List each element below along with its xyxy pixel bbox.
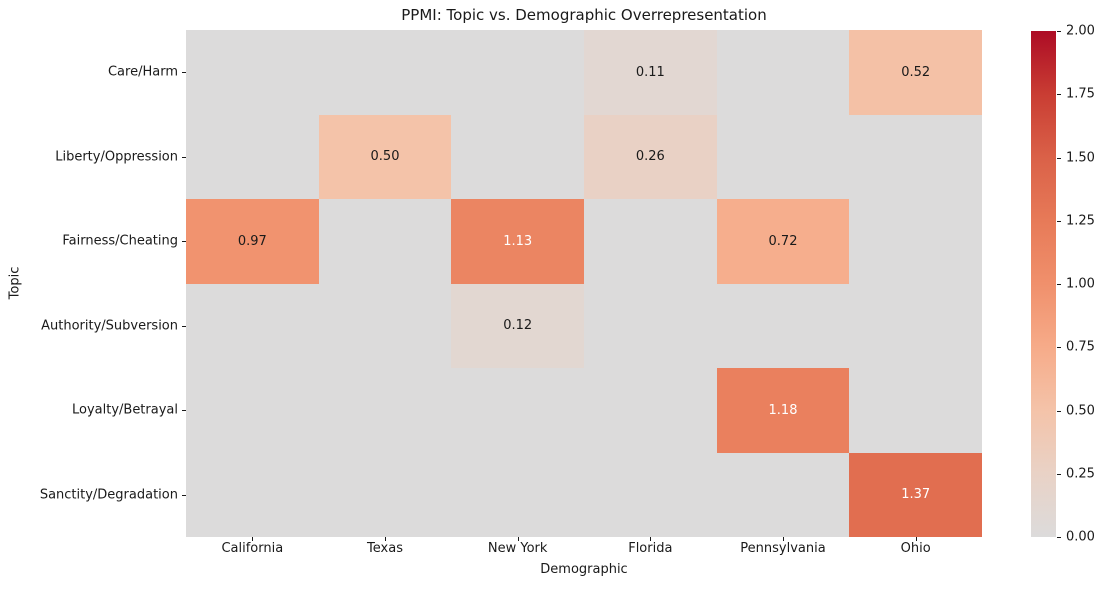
heatmap-cell — [318, 283, 452, 368]
x-tick-mark — [783, 537, 784, 541]
x-tick-mark — [650, 537, 652, 541]
heatmap-cell — [849, 114, 982, 199]
heatmap-cell: 0.72 — [716, 199, 850, 284]
column-tick-label: Florida — [628, 541, 673, 556]
y-tick-mark — [182, 156, 186, 158]
row-tick-label: Care/Harm — [107, 64, 178, 80]
column-tick-label: Ohio — [900, 541, 931, 556]
heatmap-cell — [186, 368, 319, 453]
colorbar-tick-label: 0.50 — [1066, 403, 1095, 418]
y-tick-mark — [182, 325, 186, 327]
colorbar-tick-mark — [1057, 347, 1061, 349]
heatmap-cell: 0.11 — [584, 30, 717, 115]
column-tick-label: California — [221, 541, 284, 556]
x-tick-mark — [252, 537, 254, 541]
heatmap-cell — [186, 452, 319, 537]
x-tick-mark — [385, 537, 386, 541]
colorbar-tick-label: 1.25 — [1066, 213, 1095, 229]
heatmap-cell — [451, 368, 584, 453]
colorbar-tick-mark — [1057, 284, 1061, 285]
heatmap-cell — [318, 368, 452, 453]
heatmap-cell — [584, 199, 717, 284]
colorbar-tick-mark — [1057, 220, 1061, 222]
heatmap-cell: 0.26 — [584, 114, 717, 199]
heatmap-cell — [584, 283, 717, 368]
heatmap-grid: 0.11 0.52 0.50 0.26 0.97 1.13 0.72 0.12 1.18 1.37 — [186, 30, 982, 537]
heatmap-cell — [716, 452, 850, 537]
heatmap-cell — [318, 199, 452, 284]
colorbar-tick-mark — [1057, 410, 1061, 412]
heatmap-cell: 0.50 — [318, 114, 452, 199]
heatmap-cell: 1.13 — [451, 199, 584, 284]
x-tick-mark — [915, 537, 917, 541]
heatmap-cell — [451, 452, 584, 537]
colorbar-tick-label: 0.75 — [1066, 339, 1095, 355]
colorbar-tick-label: 0.25 — [1066, 466, 1095, 482]
heatmap-cell: 0.52 — [849, 30, 982, 115]
heatmap-cell — [318, 452, 452, 537]
colorbar-tick-label: 2.00 — [1066, 23, 1095, 39]
colorbar-tick-label: 1.50 — [1066, 150, 1095, 165]
colorbar-tick-label: 0.00 — [1066, 529, 1095, 545]
row-tick-label: Sanctity/Degradation — [39, 487, 178, 503]
chart-title: PPMI: Topic vs. Demographic Overrepresen… — [401, 6, 767, 24]
heatmap-cell: 1.37 — [849, 452, 982, 537]
colorbar-tick-mark — [1057, 157, 1061, 159]
y-tick-mark — [182, 410, 186, 412]
heatmap-cell: 0.12 — [451, 283, 584, 368]
heatmap-cell: 0.97 — [186, 199, 319, 284]
row-tick-label: Loyalty/Betrayal — [71, 402, 178, 418]
heatmap-cell — [849, 199, 982, 284]
colorbar — [1031, 31, 1056, 537]
colorbar-tick-mark — [1057, 94, 1061, 96]
row-tick-label: Liberty/Oppression — [55, 149, 178, 165]
row-tick-label: Authority/Subversion — [41, 318, 178, 334]
heatmap-cell — [186, 30, 319, 115]
heatmap-cell — [716, 114, 850, 199]
column-tick-label: New York — [487, 541, 548, 556]
heatmap-cell — [716, 283, 850, 368]
heatmap-cell — [451, 114, 584, 199]
colorbar-tick-label: 1.75 — [1066, 86, 1095, 102]
heatmap-cell — [186, 114, 319, 199]
y-tick-mark — [182, 72, 186, 74]
y-tick-mark — [182, 494, 186, 496]
heatmap-cell — [451, 30, 584, 115]
colorbar-tick-mark — [1057, 31, 1061, 32]
heatmap-cell — [584, 368, 717, 453]
colorbar-tick-mark — [1057, 473, 1061, 475]
y-tick-mark — [182, 241, 186, 243]
heatmap-cell — [849, 283, 982, 368]
x-tick-mark — [517, 537, 519, 541]
colorbar-tick-label: 1.00 — [1066, 276, 1095, 292]
heatmap-cell — [318, 30, 452, 115]
colorbar-tick-mark — [1057, 537, 1061, 538]
y-axis-label: Topic — [7, 266, 23, 300]
heatmap-cell — [186, 283, 319, 368]
column-tick-label: Pennsylvania — [740, 541, 826, 556]
column-tick-label: Texas — [367, 541, 403, 556]
heatmap-cell — [716, 30, 850, 115]
x-axis-label: Demographic — [540, 562, 628, 577]
row-tick-label: Fairness/Cheating — [62, 233, 178, 249]
heatmap-cell: 1.18 — [716, 368, 850, 453]
heatmap-cell — [849, 368, 982, 453]
heatmap-cell — [584, 452, 717, 537]
